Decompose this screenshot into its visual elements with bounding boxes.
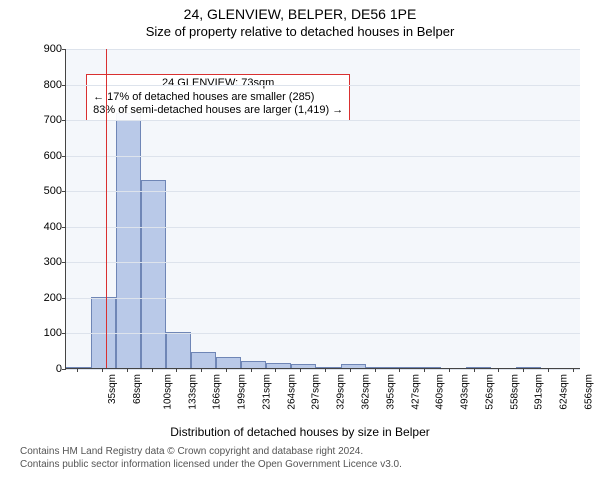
x-tick-label: 199sqm xyxy=(237,374,248,410)
x-tick-label: 297sqm xyxy=(311,374,322,410)
x-tick-mark xyxy=(573,368,574,372)
x-tick-mark xyxy=(176,368,177,372)
x-tick-label: 166sqm xyxy=(212,374,223,410)
x-tick-label: 133sqm xyxy=(187,374,198,410)
histogram-bar xyxy=(166,332,191,368)
y-tick-mark xyxy=(62,227,66,228)
y-tick-mark xyxy=(62,369,66,370)
x-tick-mark xyxy=(300,368,301,372)
histogram-bar xyxy=(191,352,216,368)
x-tick-mark xyxy=(523,368,524,372)
x-tick-mark xyxy=(375,368,376,372)
histogram-bar xyxy=(116,113,141,368)
y-tick-label: 900 xyxy=(44,43,62,55)
x-tick-mark xyxy=(399,368,400,372)
histogram-bar xyxy=(291,364,316,368)
y-gridline xyxy=(66,262,580,263)
x-tick-mark xyxy=(127,368,128,372)
y-gridline xyxy=(66,191,580,192)
histogram-bar xyxy=(516,367,541,368)
histogram-bar xyxy=(141,180,166,368)
footer: Contains HM Land Registry data © Crown c… xyxy=(20,445,600,471)
property-marker-line xyxy=(106,49,107,368)
histogram-bar xyxy=(266,363,291,368)
y-gridline xyxy=(66,85,580,86)
x-tick-label: 100sqm xyxy=(162,374,173,410)
x-tick-label: 362sqm xyxy=(361,374,372,410)
y-tick-label: 500 xyxy=(44,185,62,197)
y-gridline xyxy=(66,120,580,121)
x-tick-mark xyxy=(251,368,252,372)
x-tick-label: 656sqm xyxy=(583,374,594,410)
x-tick-mark xyxy=(152,368,153,372)
histogram-bar xyxy=(66,367,91,368)
histogram-chart: Number of detached properties 24 GLENVIE… xyxy=(30,43,590,423)
x-tick-mark xyxy=(325,368,326,372)
y-tick-label: 200 xyxy=(44,292,62,304)
histogram-bar xyxy=(391,367,416,368)
histogram-bar xyxy=(341,364,366,368)
histogram-bar xyxy=(216,357,241,368)
x-tick-mark xyxy=(102,368,103,372)
x-axis-label: Distribution of detached houses by size … xyxy=(0,425,600,439)
x-tick-mark xyxy=(77,368,78,372)
histogram-bar xyxy=(416,367,441,368)
page-title-line2: Size of property relative to detached ho… xyxy=(0,24,600,39)
histogram-bar xyxy=(316,367,341,368)
y-gridline xyxy=(66,298,580,299)
y-tick-label: 700 xyxy=(44,114,62,126)
y-tick-mark xyxy=(62,191,66,192)
x-tick-label: 460sqm xyxy=(435,374,446,410)
x-tick-mark xyxy=(226,368,227,372)
histogram-bar xyxy=(241,361,266,368)
x-tick-label: 231sqm xyxy=(262,374,273,410)
x-tick-mark xyxy=(424,368,425,372)
y-gridline xyxy=(66,369,580,370)
x-tick-mark xyxy=(548,368,549,372)
footer-line1: Contains HM Land Registry data © Crown c… xyxy=(20,445,600,458)
y-gridline xyxy=(66,156,580,157)
histogram-bar xyxy=(91,297,116,368)
annotation-box: 24 GLENVIEW: 73sqm ← 17% of detached hou… xyxy=(86,74,350,121)
x-tick-label: 591sqm xyxy=(534,374,545,410)
footer-line2: Contains public sector information licen… xyxy=(20,458,600,471)
y-gridline xyxy=(66,49,580,50)
histogram-bar xyxy=(466,367,491,368)
y-tick-label: 800 xyxy=(44,79,62,91)
y-gridline xyxy=(66,333,580,334)
y-gridline xyxy=(66,227,580,228)
histogram-bar xyxy=(366,367,391,368)
annotation-line2: ← 17% of detached houses are smaller (28… xyxy=(93,91,343,105)
x-tick-mark xyxy=(449,368,450,372)
x-tick-label: 264sqm xyxy=(286,374,297,410)
x-tick-label: 427sqm xyxy=(410,374,421,410)
y-tick-mark xyxy=(62,298,66,299)
x-tick-mark xyxy=(275,368,276,372)
x-tick-label: 624sqm xyxy=(559,374,570,410)
x-tick-label: 329sqm xyxy=(336,374,347,410)
x-tick-label: 68sqm xyxy=(132,374,143,404)
x-tick-mark xyxy=(201,368,202,372)
x-tick-label: 493sqm xyxy=(460,374,471,410)
x-tick-label: 35sqm xyxy=(107,374,118,404)
x-tick-mark xyxy=(498,368,499,372)
y-tick-label: 400 xyxy=(44,221,62,233)
y-tick-label: 300 xyxy=(44,256,62,268)
page-title-line1: 24, GLENVIEW, BELPER, DE56 1PE xyxy=(0,6,600,22)
y-tick-mark xyxy=(62,262,66,263)
x-tick-mark xyxy=(350,368,351,372)
annotation-line3: 83% of semi-detached houses are larger (… xyxy=(93,104,343,118)
y-tick-mark xyxy=(62,156,66,157)
x-tick-label: 395sqm xyxy=(385,374,396,410)
plot-area: 24 GLENVIEW: 73sqm ← 17% of detached hou… xyxy=(65,49,580,369)
y-tick-mark xyxy=(62,49,66,50)
y-tick-label: 600 xyxy=(44,150,62,162)
y-tick-mark xyxy=(62,120,66,121)
x-tick-mark xyxy=(474,368,475,372)
y-tick-mark xyxy=(62,85,66,86)
x-tick-label: 558sqm xyxy=(509,374,520,410)
y-tick-mark xyxy=(62,333,66,334)
y-tick-label: 100 xyxy=(44,327,62,339)
x-tick-label: 526sqm xyxy=(484,374,495,410)
